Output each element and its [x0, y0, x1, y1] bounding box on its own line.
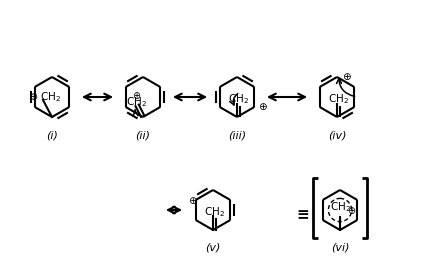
Text: $\oplus$: $\oplus$: [29, 91, 38, 102]
Text: ≡: ≡: [297, 207, 309, 222]
Text: CH$_2$: CH$_2$: [330, 200, 351, 214]
Text: (vi): (vi): [331, 243, 349, 253]
Text: CH$_2$: CH$_2$: [327, 92, 349, 106]
Text: (i): (i): [46, 130, 58, 140]
Text: CH$_2$: CH$_2$: [40, 90, 61, 104]
Text: CH$_2$: CH$_2$: [203, 205, 225, 219]
Text: (ii): (ii): [135, 130, 151, 140]
Text: (iv): (iv): [328, 130, 346, 140]
Text: $\oplus$: $\oplus$: [342, 71, 352, 83]
Text: $\oplus$: $\oplus$: [188, 196, 197, 206]
Text: (v): (v): [206, 243, 221, 253]
Text: $\oplus$: $\oplus$: [258, 101, 268, 112]
Text: CH$_2$: CH$_2$: [126, 96, 147, 109]
Text: $\oplus$: $\oplus$: [347, 204, 357, 216]
Text: (iii): (iii): [228, 130, 246, 140]
Text: CH$_2$: CH$_2$: [227, 92, 249, 106]
Text: $\oplus$: $\oplus$: [132, 90, 141, 101]
